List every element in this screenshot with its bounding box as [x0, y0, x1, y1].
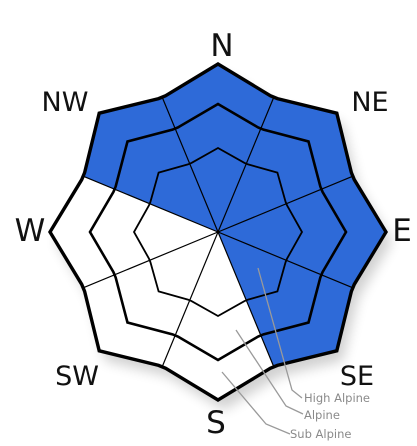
spoke-line: [161, 231, 219, 368]
legend-label-sub-alpine: Sub Alpine: [290, 427, 351, 441]
spoke-line: [217, 96, 275, 233]
leader-line-sub-alpine: [221, 371, 291, 435]
spoke-line: [161, 96, 219, 233]
ring-outlines: [48, 62, 388, 402]
leader-line-high-alpine: [257, 267, 303, 399]
direction-label-ne: NE: [351, 87, 388, 118]
direction-label-w: W: [15, 213, 46, 249]
spoke-line: [217, 231, 275, 368]
spoke-line: [82, 231, 219, 289]
rose-sectors: [49, 63, 387, 401]
spoke-line: [217, 175, 354, 233]
rose-spokes: [82, 96, 354, 368]
direction-label-sw: SW: [55, 361, 99, 392]
direction-label-se: SE: [340, 361, 374, 392]
ring-outline-high-alpine: [132, 146, 304, 318]
direction-label-nw: NW: [42, 87, 89, 118]
ring-outline-alpine: [88, 102, 348, 362]
ring-outline-sub-alpine: [48, 62, 388, 402]
leader-line-alpine: [235, 329, 304, 415]
legend-label-high-alpine: High Alpine: [304, 391, 370, 405]
spoke-line: [82, 175, 219, 233]
direction-label-s: S: [206, 405, 226, 441]
spoke-line: [217, 231, 354, 289]
direction-label-e: E: [392, 213, 412, 249]
direction-label-n: N: [210, 28, 233, 64]
legend-label-alpine: Alpine: [304, 408, 340, 422]
